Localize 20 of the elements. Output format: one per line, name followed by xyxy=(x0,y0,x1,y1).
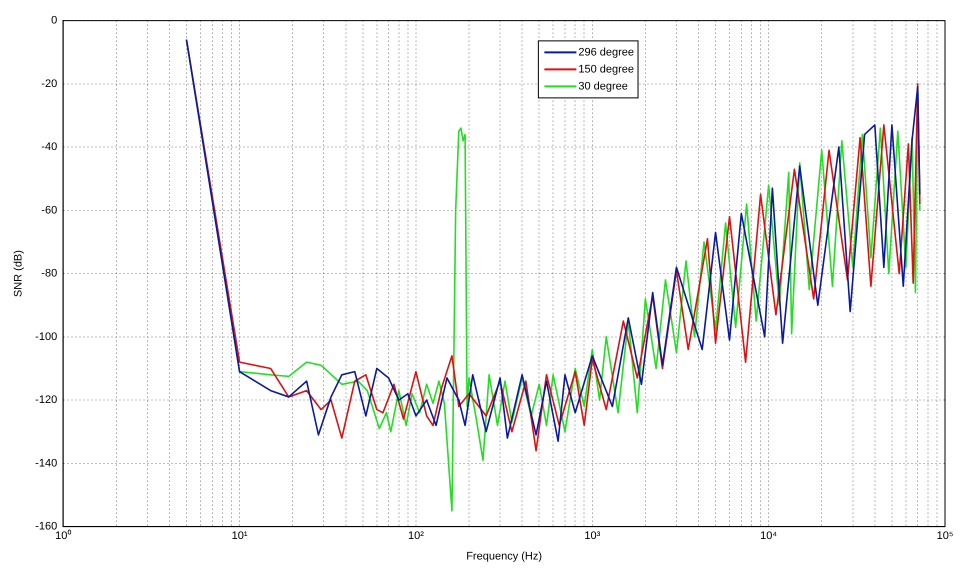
x-tick-label: 10⁵ xyxy=(936,530,954,542)
x-tick-label: 10³ xyxy=(584,530,601,542)
x-tick-label: 10² xyxy=(408,530,424,542)
legend-label: 30 degree xyxy=(578,80,628,92)
y-tick-label: -80 xyxy=(41,268,58,280)
x-tick-label: 10⁴ xyxy=(760,530,778,542)
y-tick-label: -60 xyxy=(41,204,58,216)
y-tick-label: 0 xyxy=(51,14,58,27)
y-tick-label: -40 xyxy=(41,141,58,154)
y-tick-label: -20 xyxy=(41,78,58,90)
y-tick-label: -120 xyxy=(35,394,58,406)
y-tick-label: -100 xyxy=(35,330,58,343)
legend-label: 296 degree xyxy=(578,46,634,58)
legend-label: 150 degree xyxy=(578,63,634,76)
y-tick-label: -140 xyxy=(35,457,58,470)
y-tick-label: -160 xyxy=(35,520,58,533)
y-axis-title: SNR (dB) xyxy=(12,250,25,298)
x-tick-label: 10¹ xyxy=(232,530,248,542)
x-tick-label: 10⁰ xyxy=(55,529,72,542)
x-axis-title: Frequency (Hz) xyxy=(466,550,542,562)
